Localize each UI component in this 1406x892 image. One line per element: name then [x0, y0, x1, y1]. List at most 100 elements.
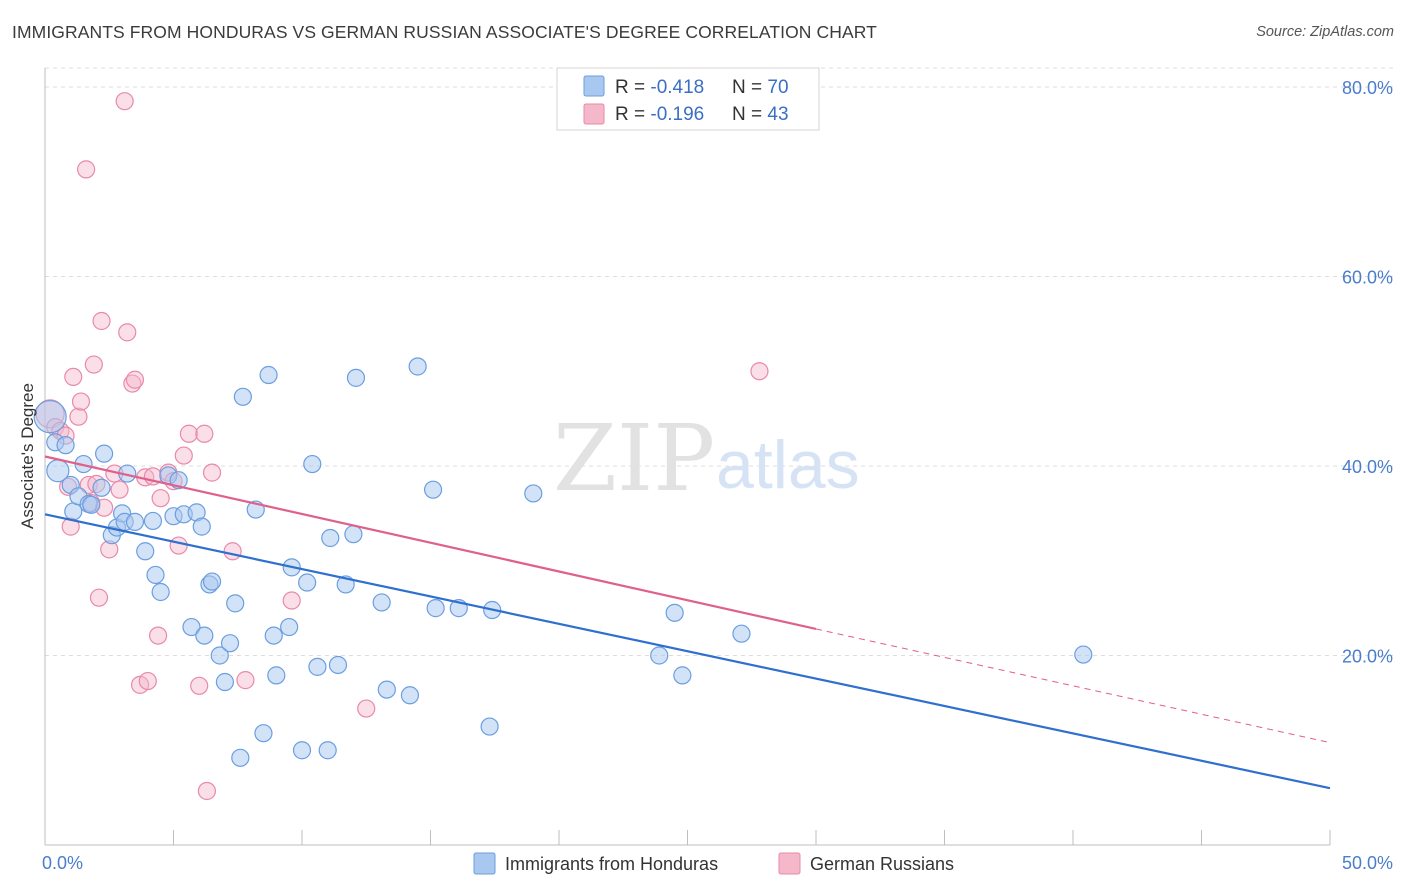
grid-layer	[45, 67, 1393, 656]
point-immigrants-from-honduras	[292, 741, 312, 760]
bottom-legend-swatch-pink	[778, 852, 801, 875]
point-immigrants-from-honduras	[192, 517, 211, 536]
point-immigrants-from-honduras	[280, 617, 299, 637]
source-label: Source: ZipAtlas.com	[1256, 24, 1394, 40]
point-german-russians	[357, 699, 376, 718]
legend-n-label-1: N =	[732, 77, 767, 98]
point-immigrants-from-honduras	[372, 593, 391, 612]
y-axis-label: Associate's Degree	[18, 383, 37, 529]
point-immigrants-from-honduras	[344, 525, 363, 544]
bottom-legend-label-german-russians: German Russians	[810, 854, 954, 874]
point-german-russians	[236, 671, 255, 690]
series-immigrants-from-honduras	[33, 357, 1093, 767]
point-german-russians	[197, 781, 217, 801]
point-immigrants-from-honduras	[136, 542, 155, 561]
point-german-russians	[148, 626, 168, 645]
point-immigrants-from-honduras	[377, 680, 396, 699]
point-immigrants-from-honduras	[82, 495, 101, 514]
chart-title: IMMIGRANTS FROM HONDURAS VS GERMAN RUSSI…	[12, 22, 877, 42]
point-german-russians	[89, 588, 109, 607]
legend-r-value-2: -0.196	[650, 104, 704, 125]
point-immigrants-from-honduras	[56, 436, 75, 455]
point-immigrants-from-honduras	[95, 444, 114, 463]
bottom-legend: Immigrants from Honduras German Russians	[473, 852, 954, 875]
point-german-russians	[71, 392, 91, 411]
point-immigrants-from-honduras	[665, 603, 684, 622]
legend-n-value-2: 43	[767, 104, 788, 125]
legend-swatch-blue	[583, 75, 605, 97]
point-immigrants-from-honduras	[318, 741, 337, 760]
point-immigrants-from-honduras	[264, 626, 283, 645]
point-immigrants-from-honduras	[202, 572, 222, 591]
point-german-russians	[92, 311, 111, 331]
trendline-german-russians	[44, 455, 817, 631]
watermark-zip: ZIP	[553, 405, 715, 512]
x-tick-label-min: 0.0%	[42, 853, 83, 873]
point-immigrants-from-honduras	[195, 626, 214, 645]
legend-r-label-2: R =	[615, 104, 650, 125]
y-tick-label-20: 20.0%	[1342, 646, 1393, 666]
point-immigrants-from-honduras	[480, 717, 499, 736]
trendline-german-russians-extension	[815, 628, 1331, 744]
point-german-russians	[195, 424, 214, 443]
legend-row-2-n: N = 43	[732, 104, 789, 125]
point-immigrants-from-honduras	[33, 400, 67, 434]
point-german-russians	[223, 542, 242, 561]
point-immigrants-from-honduras	[215, 672, 234, 692]
legend-r-label-1: R =	[615, 77, 650, 98]
legend-r-value-1: -0.418	[650, 77, 704, 98]
point-immigrants-from-honduras	[732, 624, 751, 643]
point-german-russians	[77, 160, 96, 179]
trend-layer	[44, 455, 1331, 790]
point-immigrants-from-honduras	[182, 617, 201, 637]
point-german-russians	[282, 591, 301, 610]
point-immigrants-from-honduras	[298, 573, 317, 592]
point-immigrants-from-honduras	[650, 646, 669, 665]
point-german-russians	[84, 355, 103, 374]
point-immigrants-from-honduras	[151, 582, 170, 602]
x-tick-label-max: 50.0%	[1342, 853, 1393, 873]
point-german-russians	[190, 676, 209, 695]
x-tick-layer	[44, 830, 1331, 845]
legend-row-1-n: N = 70	[732, 77, 789, 98]
point-german-russians	[202, 463, 222, 482]
legend-row-1: R = -0.418	[615, 77, 704, 98]
point-german-russians	[750, 362, 769, 381]
y-tick-labels: 20.0% 40.0% 60.0% 80.0%	[1342, 78, 1393, 667]
point-immigrants-from-honduras	[524, 484, 543, 503]
point-immigrants-from-honduras	[400, 686, 420, 705]
point-german-russians	[179, 424, 199, 443]
point-immigrants-from-honduras	[259, 365, 278, 385]
point-german-russians	[110, 480, 129, 499]
point-immigrants-from-honduras	[1074, 645, 1093, 664]
point-german-russians	[151, 489, 170, 508]
y-tick-label-40: 40.0%	[1342, 457, 1393, 477]
point-immigrants-from-honduras	[408, 357, 427, 376]
point-immigrants-from-honduras	[226, 594, 245, 613]
legend-n-value-1: 70	[767, 77, 788, 98]
legend-swatch-pink	[583, 103, 605, 125]
legend-n-label-2: N =	[732, 104, 767, 125]
point-immigrants-from-honduras	[423, 480, 443, 499]
point-immigrants-from-honduras	[673, 666, 692, 685]
watermark-atlas: atlas	[716, 427, 860, 503]
point-german-russians	[138, 671, 157, 691]
point-immigrants-from-honduras	[303, 454, 322, 474]
point-immigrants-from-honduras	[231, 748, 250, 767]
point-german-russians	[169, 536, 188, 555]
point-immigrants-from-honduras	[220, 634, 240, 653]
trendline-honduras	[44, 513, 1331, 790]
point-immigrants-from-honduras	[64, 502, 83, 521]
point-german-russians	[115, 92, 134, 111]
point-immigrants-from-honduras	[426, 599, 445, 618]
bottom-legend-swatch-blue	[473, 852, 496, 875]
point-immigrants-from-honduras	[92, 478, 111, 497]
y-tick-label-80: 80.0%	[1342, 78, 1393, 98]
point-immigrants-from-honduras	[321, 528, 340, 548]
watermark: ZIP atlas	[553, 405, 860, 512]
point-immigrants-from-honduras	[254, 724, 273, 743]
bottom-legend-label-honduras: Immigrants from Honduras	[505, 854, 718, 874]
point-immigrants-from-honduras	[233, 387, 252, 406]
point-german-russians	[125, 370, 145, 389]
